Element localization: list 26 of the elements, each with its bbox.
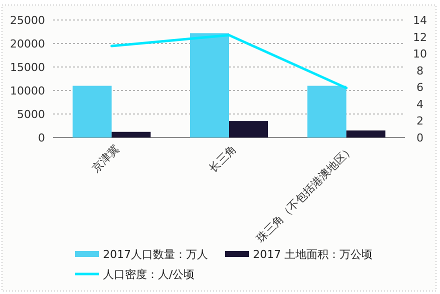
y2-tick-label: 8	[416, 64, 424, 78]
y-tick-label: 0	[38, 132, 45, 144]
y2-tick-label: 4	[416, 98, 424, 111]
bar	[229, 121, 268, 138]
y-tick-label: 25000	[10, 14, 45, 27]
bar	[112, 132, 151, 138]
x-tick-label: 珠三角（不包括港澳地区）	[254, 142, 356, 245]
y2-tick-label: 0	[416, 132, 424, 144]
bar	[72, 86, 112, 138]
y-tick-label: 10000	[10, 84, 45, 98]
legend-label: 人口密度：人/公顷	[103, 268, 195, 281]
bar	[307, 86, 346, 138]
x-tick-label: 长三角	[206, 142, 240, 175]
bar	[190, 33, 229, 138]
x-tick-label: 京津冀	[89, 142, 122, 175]
y-tick-label: 15000	[10, 61, 45, 74]
y-tick-label: 20000	[10, 38, 45, 50]
y-tick-label: 5000	[17, 108, 45, 121]
legend-label: 2017人口数量：万人	[103, 248, 208, 261]
legend-label: 2017 土地面积：万公顷	[253, 248, 372, 261]
y2-tick-label: 2	[416, 114, 424, 128]
y2-tick-label: 14	[413, 14, 427, 27]
y2-tick-label: 10	[413, 48, 427, 61]
y2-tick-label: 6	[416, 81, 424, 94]
bar	[346, 130, 386, 138]
y2-tick-label: 12	[413, 30, 427, 44]
